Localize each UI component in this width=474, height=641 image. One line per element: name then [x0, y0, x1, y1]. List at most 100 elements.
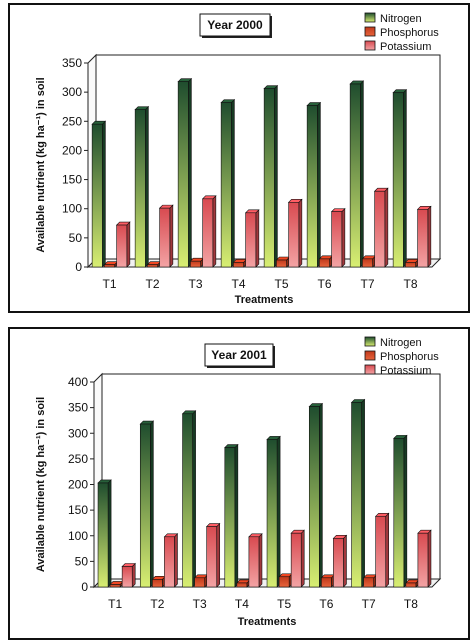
category-label: T2 [145, 277, 159, 291]
bar-phosphorus-t1 [103, 260, 119, 268]
legend-swatch-phosphorus [364, 350, 376, 361]
bar-nitrogen-t3 [177, 77, 193, 268]
category-label: T5 [277, 597, 291, 611]
bar-nitrogen-t1 [91, 120, 107, 268]
y-tick-label: 200 [68, 478, 88, 492]
legend-swatch-potassium [364, 364, 376, 375]
bar-potassium-t1 [115, 221, 131, 268]
legend-label-potassium: Potassium [380, 41, 431, 53]
year-box [199, 13, 271, 37]
x-axis-title: Treatments [238, 616, 297, 628]
category-label: T6 [319, 597, 333, 611]
legend-label-potassium: Potassium [380, 365, 431, 377]
chart-title: Year 2001 [211, 348, 267, 362]
y-tick-label: 250 [68, 452, 88, 466]
bar-nitrogen-t4 [220, 98, 236, 268]
y-tick-label: 300 [68, 426, 88, 440]
bar-phosphorus-t1 [109, 580, 124, 588]
category-label: T8 [404, 597, 418, 611]
y-tick-label: 300 [62, 85, 82, 99]
bar-phosphorus-t4 [232, 258, 248, 268]
bar-potassium-t3 [201, 195, 217, 268]
legend-swatch-phosphorus [364, 26, 376, 37]
bar-potassium-t5 [290, 529, 305, 588]
y-tick-label: 100 [62, 202, 82, 216]
bar-nitrogen-t3 [181, 410, 197, 588]
bar-nitrogen-t7 [349, 80, 365, 268]
bar-potassium-t2 [163, 533, 179, 588]
bar-nitrogen-t7 [350, 398, 366, 588]
category-label: T7 [362, 597, 376, 611]
legend-label-phosphorus: Phosphorus [380, 351, 439, 363]
bar-potassium-t6 [330, 207, 346, 268]
bar-potassium-t1 [121, 562, 136, 588]
y-tick-label: 100 [68, 529, 88, 543]
chart-2001: 0 50 100 150 200 250 300 350 400 T1 T2 T3 T4 T5 T6 T7 T8… [35, 336, 442, 628]
bar-phosphorus-t7 [361, 255, 377, 268]
bar-nitrogen-t2 [139, 420, 155, 588]
category-label: T8 [403, 277, 417, 291]
legend-swatch-potassium [364, 40, 376, 51]
bar-phosphorus-t6 [318, 255, 334, 268]
y-tick-label: 350 [62, 56, 82, 70]
y-tick-label: 400 [68, 375, 88, 389]
chart-title: Year 2000 [207, 18, 263, 32]
bar-potassium-t7 [374, 512, 390, 588]
bar-nitrogen-t2 [134, 105, 150, 268]
y-tick-label: 250 [62, 114, 82, 128]
bar-nitrogen-t4 [224, 443, 239, 588]
legend-label-nitrogen: Nitrogen [380, 13, 422, 25]
chart-panel-2000: 0 50 100 150 200 250 300 350 T1 T2 T3 T4 T5 T6 T7 T8 Tre… [8, 3, 470, 313]
bar-phosphorus-t8 [405, 579, 420, 588]
legend-swatch-nitrogen [364, 336, 376, 347]
category-label: T4 [235, 597, 249, 611]
bar-phosphorus-t2 [146, 260, 162, 268]
category-label: T1 [108, 597, 122, 611]
chart-panel-2001: 0 50 100 150 200 250 300 350 400 T1 T2 T3 T4 T5 T6 T7 T8… [8, 327, 470, 640]
y-tick-label: 150 [62, 173, 82, 187]
bar-phosphorus-t3 [193, 574, 209, 588]
bar-phosphorus-t6 [320, 574, 336, 588]
y-tick-label: 350 [68, 401, 88, 415]
bar-phosphorus-t3 [189, 257, 205, 268]
bar-nitrogen-t6 [306, 101, 322, 268]
bar-potassium-t7 [373, 187, 389, 268]
y-axis-title: Available nutrient (kg ha⁻¹) in soil [35, 397, 47, 572]
bar-nitrogen-t5 [266, 435, 281, 588]
x-axis-title: Treatments [235, 294, 294, 306]
y-tick-label: 0 [81, 580, 88, 594]
y-tick-label: 200 [62, 143, 82, 157]
bar-phosphorus-t7 [362, 574, 378, 588]
bar-potassium-t4 [244, 209, 260, 268]
category-label: T3 [193, 597, 207, 611]
y-tick-label: 150 [68, 503, 88, 517]
y-tick-label: 50 [75, 554, 89, 568]
category-label: T2 [150, 597, 164, 611]
bar-potassium-t8 [416, 205, 432, 268]
y-tick-label: 50 [69, 231, 83, 245]
y-tick-label: 0 [75, 260, 82, 274]
bar-phosphorus-t4 [236, 579, 251, 588]
bar-potassium-t8 [417, 529, 432, 588]
bar-nitrogen-t6 [308, 402, 324, 588]
legend-swatch-nitrogen [364, 12, 376, 23]
bar-phosphorus-t5 [278, 573, 293, 588]
chart-2000: 0 50 100 150 200 250 300 350 T1 T2 T3 T4 T5 T6 T7 T8 Tre… [35, 12, 442, 306]
year-box [204, 343, 274, 367]
category-label: T4 [231, 277, 245, 291]
bar-potassium-t6 [332, 534, 348, 588]
bar-phosphorus-t2 [151, 575, 167, 588]
bar-nitrogen-t8 [393, 434, 408, 588]
bar-potassium-t5 [287, 198, 303, 268]
bar-nitrogen-t8 [392, 89, 408, 268]
y-axis-title: Available nutrient (kg ha⁻¹) in soil [35, 77, 47, 252]
category-label: T5 [274, 277, 288, 291]
bar-potassium-t3 [205, 522, 221, 588]
category-label: T6 [317, 277, 331, 291]
bar-nitrogen-t1 [97, 479, 112, 588]
category-label: T3 [188, 277, 202, 291]
category-label: T1 [102, 277, 116, 291]
category-label: T7 [360, 277, 374, 291]
bar-nitrogen-t5 [263, 84, 279, 268]
legend-label-nitrogen: Nitrogen [380, 337, 422, 349]
